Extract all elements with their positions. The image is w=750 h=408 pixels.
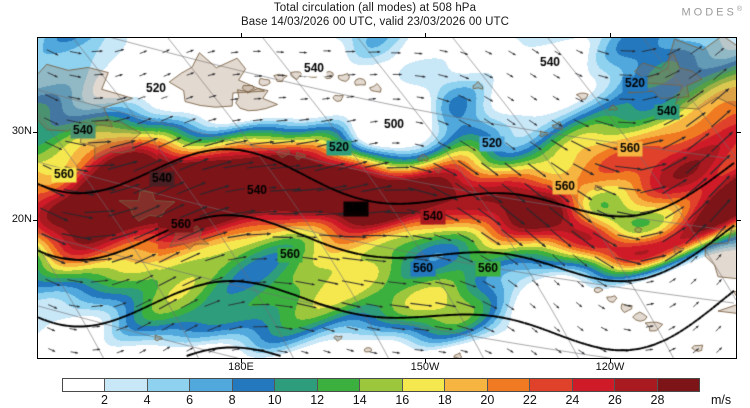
- colorbar-swatch-6: [317, 379, 361, 391]
- y-axis-tick-label-20N: 20N: [11, 213, 32, 225]
- x-axis-tick-label-180E: 180E: [228, 361, 254, 373]
- colorbar-gradient: [62, 378, 700, 392]
- x-axis-tick-label-150W: 150W: [410, 361, 440, 373]
- map-plot-area[interactable]: 30N 20N 180E 150W 120W: [12, 33, 741, 373]
- chart-title-line-2: Base 14/03/2026 00 UTC, valid 23/03/2026…: [240, 16, 510, 28]
- modes-logo: MODES®: [681, 6, 742, 19]
- x-axis-tick-mark-180E: [241, 358, 242, 363]
- y-axis-tick-mark-30N: [736, 132, 741, 133]
- colorbar-swatch-1: [105, 379, 148, 391]
- colorbar-swatch-4: [232, 379, 276, 391]
- modes-logo-text: MODES: [681, 6, 737, 19]
- y-axis-tick-mark-20N: [736, 220, 741, 221]
- x-axis-tick-label-120W: 120W: [595, 361, 625, 373]
- colorbar-tick-12: 12: [310, 393, 325, 407]
- colorbar-tick-22: 22: [522, 393, 537, 407]
- colorbar-tick-2: 2: [101, 393, 108, 407]
- colorbar-tick-20: 20: [480, 393, 495, 407]
- colorbar-swatch-9: [445, 379, 488, 391]
- x-axis-tick-mark-180E: [241, 33, 242, 38]
- x-axis-tick-mark-150W: [425, 358, 426, 363]
- colorbar-tick-28: 28: [650, 393, 665, 407]
- colorbar-swatch-0: [63, 379, 106, 391]
- colorbar-tick-24: 24: [565, 393, 580, 407]
- colorbar-tick-10: 10: [267, 393, 282, 407]
- colorbar-swatch-5: [275, 379, 318, 391]
- colorbar[interactable]: 2 4 6 8 10 12 14 16 18 20 22 24 26 28: [62, 378, 700, 407]
- chart-title-block: Total circulation (all modes) at 508 hPa…: [0, 1, 750, 29]
- colorbar-tick-8: 8: [228, 393, 236, 407]
- chart-title-line-1: Total circulation (all modes) at 508 hPa: [273, 2, 477, 14]
- colorbar-tick-18: 18: [437, 393, 452, 407]
- colorbar-tick-14: 14: [352, 393, 367, 407]
- colorbar-swatch-8: [402, 379, 446, 391]
- modes-registered-mark: ®: [736, 6, 742, 13]
- y-axis-tick-label-30N: 30N: [11, 125, 32, 137]
- colorbar-swatch-12: [572, 379, 616, 391]
- colorbar-swatch-11: [530, 379, 573, 391]
- colorbar-swatch-2: [147, 379, 191, 391]
- colorbar-units-label: m/s: [711, 393, 732, 407]
- colorbar-swatch-13: [615, 379, 658, 391]
- colorbar-swatch-14: [657, 379, 700, 391]
- colorbar-tick-16: 16: [395, 393, 410, 407]
- x-axis-tick-mark-120W: [610, 33, 611, 38]
- colorbar-tick-26: 26: [607, 393, 622, 407]
- colorbar-swatch-7: [360, 379, 403, 391]
- colorbar-tick-4: 4: [143, 393, 151, 407]
- x-axis-tick-mark-120W: [610, 358, 611, 363]
- colorbar-swatch-10: [487, 379, 531, 391]
- y-axis-tick-mark-30N: [33, 132, 38, 133]
- wind-speed-map-canvas[interactable]: [38, 38, 736, 358]
- colorbar-tick-6: 6: [186, 393, 194, 407]
- y-axis-tick-mark-20N: [33, 220, 38, 221]
- colorbar-swatch-3: [190, 379, 233, 391]
- x-axis-tick-mark-150W: [425, 33, 426, 38]
